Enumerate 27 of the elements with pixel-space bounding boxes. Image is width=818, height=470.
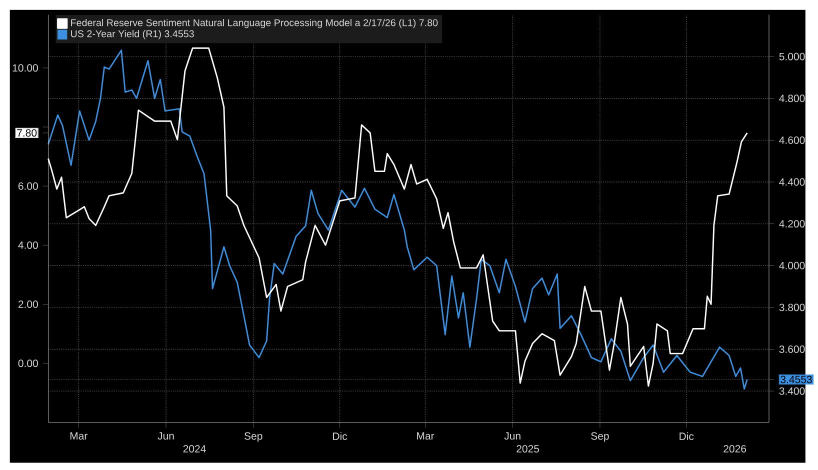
x-tick-label: Dic — [333, 432, 348, 440]
x2-tick-label: 2024 — [183, 445, 206, 453]
y-tick-label: 6.00 — [18, 182, 38, 190]
x2-tick-label: 2025 — [516, 445, 540, 453]
x-tick-label: Sep — [591, 432, 609, 442]
y-tick-label: 0.00 — [18, 360, 38, 368]
legend-label: Federal Reserve Sentiment Natural Language Processing Model a 2/17/26 (L1) 7.80 — [71, 19, 438, 28]
y2-tick-label: 3.400 — [779, 388, 805, 395]
legend-label: US 2-Year Yield (R1) 3.4553 — [71, 30, 194, 40]
y-tick-label: 2.00 — [18, 300, 38, 308]
y-tick-label: 4.00 — [18, 242, 38, 250]
x-tick-label: Mar — [417, 432, 434, 440]
x-tick-label: Jun — [504, 432, 520, 440]
y2-tick-label: 4.800 — [779, 94, 805, 102]
x-tick-label: Mar — [70, 432, 88, 440]
y2-tick-label: 4.400 — [779, 178, 805, 186]
y2-tick-label: 4.000 — [779, 262, 805, 270]
y2-tick-label: 5.000 — [779, 53, 805, 60]
x2-tick-label: 2026 — [724, 445, 746, 453]
y2-tick-label: 3.800 — [779, 304, 805, 312]
y-tick-label: 10.00 — [12, 64, 38, 72]
y2-tick-label: 4.200 — [779, 220, 805, 228]
y2-tick-label: 3.600 — [779, 346, 805, 354]
x-tick-label: Dic — [680, 432, 694, 440]
x-tick-label: Jun — [158, 432, 174, 440]
y2-tick-label: 4.600 — [779, 136, 805, 144]
x-tick-label: Sep — [244, 432, 262, 442]
